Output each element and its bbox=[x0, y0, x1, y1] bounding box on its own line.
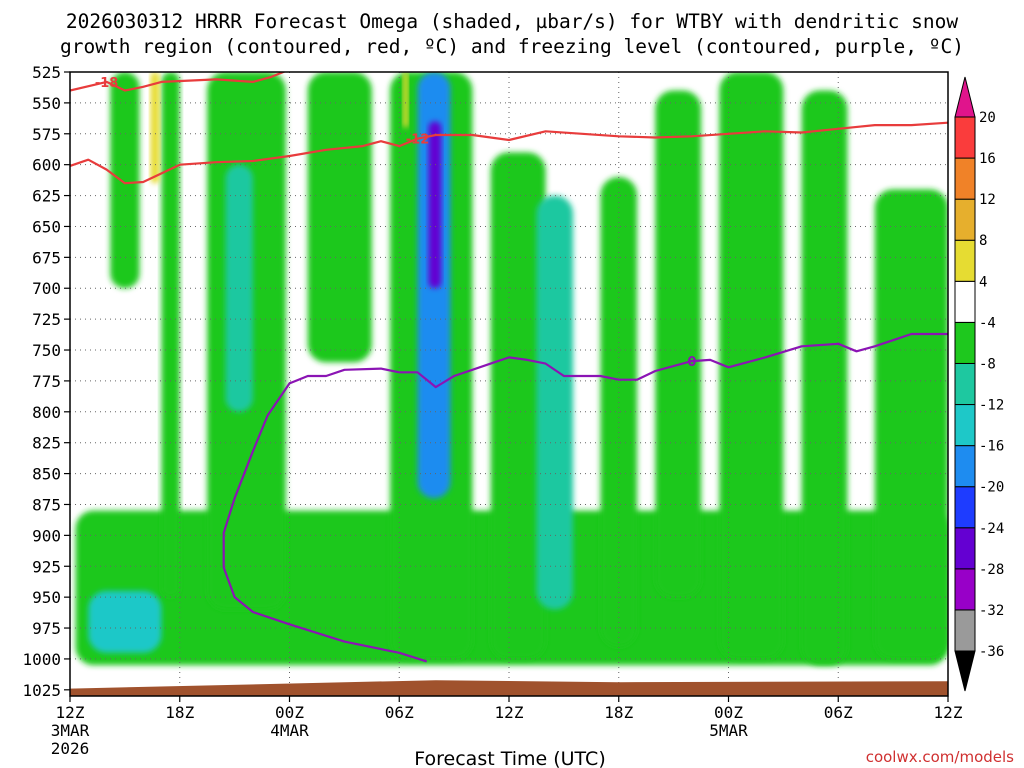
colorbar-label-1: -32 bbox=[979, 603, 1004, 619]
y-tick-label-825: 825 bbox=[32, 434, 61, 453]
omega-region-4 bbox=[161, 72, 180, 598]
contour-minus-18 bbox=[70, 72, 287, 92]
y-tick-label-700: 700 bbox=[32, 279, 61, 298]
x-tick-year-0: 2026 bbox=[51, 739, 90, 758]
plot-area: -18 -12 0 bbox=[70, 72, 948, 696]
omega-region-6 bbox=[225, 164, 253, 412]
contour-minus-12 bbox=[70, 121, 948, 185]
contour-lines: -18 -12 0 bbox=[70, 72, 948, 663]
y-tick-label-900: 900 bbox=[32, 526, 61, 545]
omega-region-13 bbox=[600, 177, 638, 647]
omega-region-14 bbox=[655, 90, 702, 598]
omega-region-10 bbox=[428, 121, 442, 289]
x-tick-label-48: 12Z bbox=[934, 703, 963, 722]
y-tick-label-1025: 1025 bbox=[22, 681, 61, 700]
omega-region-11 bbox=[490, 152, 546, 659]
y-tick-label-725: 725 bbox=[32, 310, 61, 329]
x-tick-label-0: 12Z bbox=[56, 703, 85, 722]
colorbar-segment-12 bbox=[954, 116, 976, 159]
colorbar-label-5: -16 bbox=[979, 439, 1004, 455]
colorbar-segment-above bbox=[954, 76, 976, 118]
omega-region-19 bbox=[402, 72, 409, 128]
y-tick-label-675: 675 bbox=[32, 248, 61, 267]
chart-title-line-1: 2026030312 HRRR Forecast Omega (shaded, … bbox=[66, 10, 958, 33]
omega-shading bbox=[75, 72, 948, 666]
x-tick-label-6: 18Z bbox=[165, 703, 194, 722]
x-tick-label-12: 00Z bbox=[275, 703, 304, 722]
y-tick-label-575: 575 bbox=[32, 125, 61, 144]
colorbar-segment-1 bbox=[954, 568, 976, 611]
credit-link[interactable]: coolwx.com/models bbox=[866, 748, 1014, 766]
y-tick-label-775: 775 bbox=[32, 372, 61, 391]
chart-title-line-2: growth region (contoured, red, ºC) and f… bbox=[60, 35, 964, 58]
y-tick-label-1000: 1000 bbox=[22, 650, 61, 669]
colorbar-label-6: -12 bbox=[979, 398, 1004, 414]
x-tick-date-0: 3MAR bbox=[51, 721, 90, 740]
y-tick-label-925: 925 bbox=[32, 557, 61, 576]
y-tick-label-950: 950 bbox=[32, 588, 61, 607]
y-tick-label-650: 650 bbox=[32, 217, 61, 236]
colorbar-segment-7 bbox=[954, 321, 976, 364]
colorbar-label-9: 4 bbox=[979, 274, 987, 290]
colorbar-segment-6 bbox=[954, 362, 976, 406]
contour-label-minus-12: -12 bbox=[406, 133, 430, 148]
y-tick-label-850: 850 bbox=[32, 465, 61, 484]
colorbar-label-12: 16 bbox=[979, 151, 996, 167]
contour-label-0: 0 bbox=[687, 355, 696, 370]
colorbar-segment-9 bbox=[954, 239, 976, 282]
y-tick-label-975: 975 bbox=[32, 619, 61, 638]
omega-region-7 bbox=[307, 72, 372, 363]
colorbar-label-11: 12 bbox=[979, 192, 996, 208]
omega-region-15 bbox=[719, 72, 784, 659]
ground-terrain bbox=[70, 680, 948, 696]
colorbar-label-8: -4 bbox=[979, 315, 996, 331]
colorbar-segment-3 bbox=[954, 486, 976, 529]
colorbar-segment-4 bbox=[954, 445, 976, 488]
contour-label-minus-18: -18 bbox=[95, 76, 119, 91]
colorbar-label-3: -24 bbox=[979, 521, 1004, 537]
omega-region-18 bbox=[150, 72, 160, 184]
y-tick-label-550: 550 bbox=[32, 94, 61, 113]
x-tick-date-12: 4MAR bbox=[270, 721, 309, 740]
y-tick-label-800: 800 bbox=[32, 403, 61, 422]
y-axis: 525 550 575 600 625 650 675 700 725 750 775 800 825 8… bbox=[22, 63, 70, 700]
x-tick-date-36: 5MAR bbox=[709, 721, 748, 740]
omega-region-17 bbox=[874, 189, 948, 659]
x-tick-label-24: 12Z bbox=[495, 703, 524, 722]
colorbar-label-2: -28 bbox=[979, 562, 1004, 578]
colorbar-label-13: 20 bbox=[979, 110, 996, 126]
colorbar-label-4: -20 bbox=[979, 480, 1004, 496]
y-tick-label-750: 750 bbox=[32, 341, 61, 360]
x-tick-label-30: 18Z bbox=[604, 703, 633, 722]
colorbar-segment-below bbox=[954, 650, 976, 692]
colorbar-segment-0 bbox=[954, 609, 976, 652]
omega-region-12 bbox=[536, 195, 574, 610]
colorbar-label-7: -8 bbox=[979, 356, 996, 372]
omega-colorbar: -36 -32 -28 -24 -20 -16 -12 -8 -4 4 8 12 16 20 bbox=[954, 76, 1004, 692]
colorbar-label-10: 8 bbox=[979, 233, 987, 249]
y-tick-label-525: 525 bbox=[32, 63, 61, 82]
x-tick-label-18: 06Z bbox=[385, 703, 414, 722]
colorbar-segment-5 bbox=[954, 404, 976, 447]
grid-lines bbox=[70, 72, 948, 696]
colorbar-segment-10 bbox=[954, 198, 976, 241]
y-tick-label-625: 625 bbox=[32, 187, 61, 206]
x-tick-label-36: 00Z bbox=[714, 703, 743, 722]
x-tick-label-42: 06Z bbox=[824, 703, 853, 722]
y-tick-label-875: 875 bbox=[32, 495, 61, 514]
colorbar-segment-8 bbox=[954, 280, 976, 323]
omega-region-2 bbox=[88, 590, 162, 653]
y-tick-label-600: 600 bbox=[32, 156, 61, 175]
omega-region-16 bbox=[801, 90, 848, 666]
colorbar-segment-11 bbox=[954, 157, 976, 200]
contour-0 bbox=[222, 332, 948, 663]
colorbar-segment-2 bbox=[954, 527, 976, 570]
x-axis-label: Forecast Time (UTC) bbox=[414, 748, 605, 768]
omega-region-3 bbox=[110, 72, 140, 289]
colorbar-label-0: -36 bbox=[979, 644, 1004, 660]
